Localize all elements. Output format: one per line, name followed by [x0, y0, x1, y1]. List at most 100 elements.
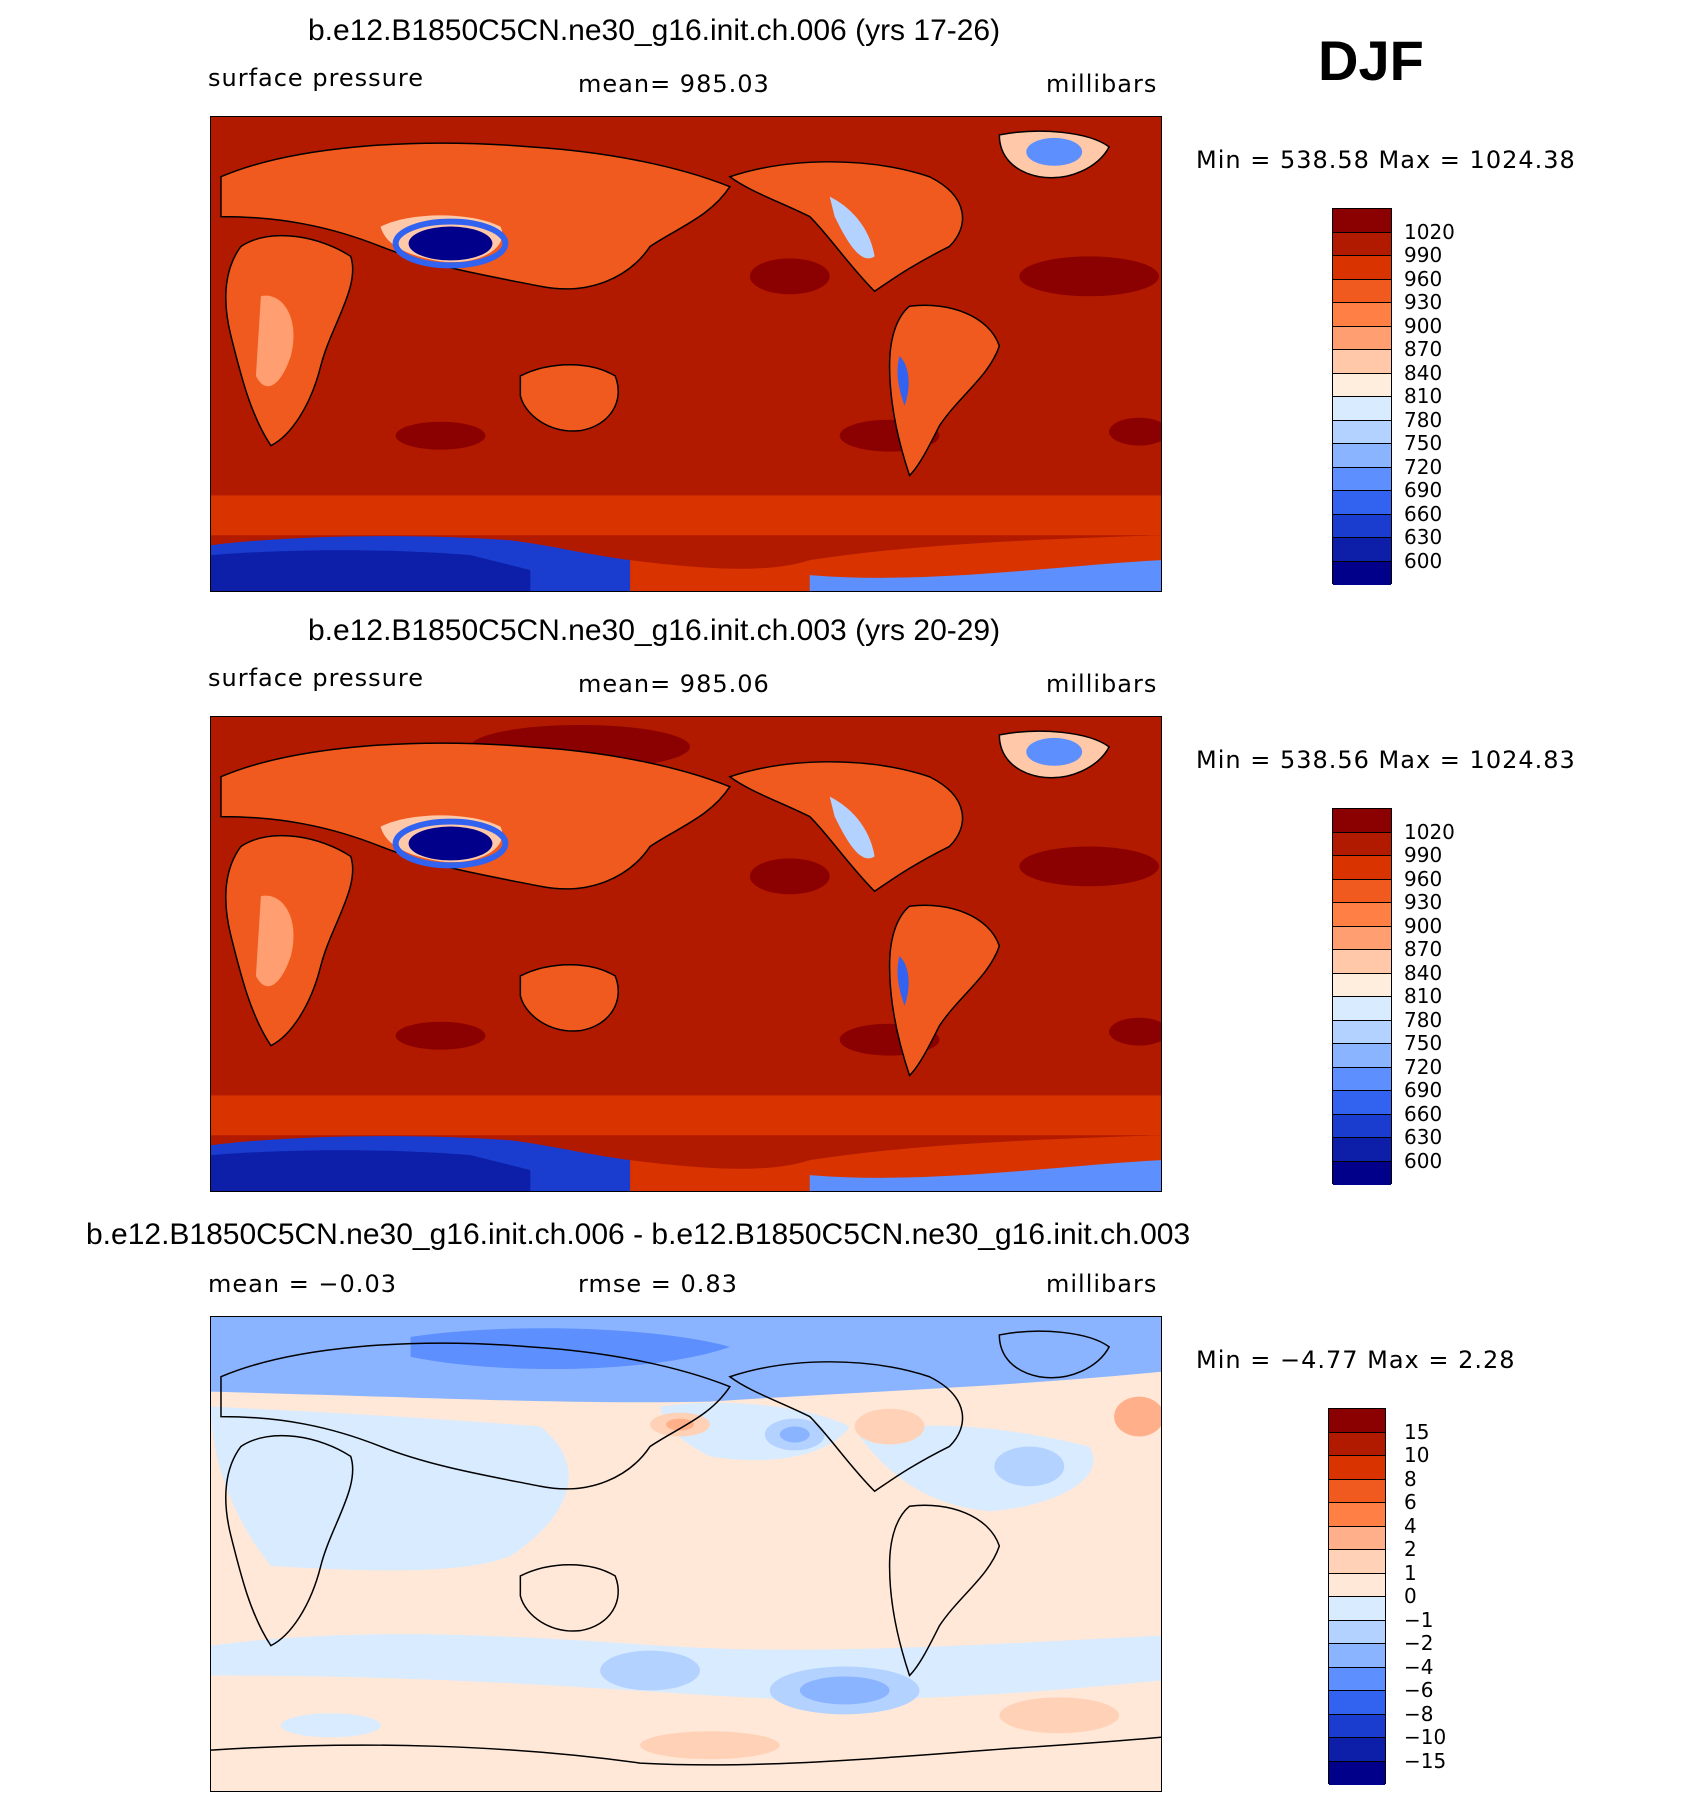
colorbar-swatch — [1333, 997, 1391, 1021]
colorbar-tick-label: 690 — [1404, 1078, 1443, 1102]
colorbar-tick-label: −2 — [1404, 1631, 1434, 1655]
colorbar-tick-label: 4 — [1404, 1513, 1417, 1538]
colorbar-tick-label: 600 — [1404, 1148, 1443, 1173]
colorbar-tick-label: 780 — [1404, 1007, 1443, 1032]
colorbar-swatch — [1333, 232, 1391, 256]
colorbar-swatch — [1333, 926, 1391, 950]
colorbar-swatch — [1329, 1432, 1385, 1456]
colorbar-swatch — [1333, 303, 1391, 327]
colorbar-tick-label: 930 — [1404, 290, 1443, 314]
colorbar-swatch — [1333, 350, 1391, 374]
colorbar-tick-label: 750 — [1404, 431, 1443, 455]
colorbar-swatch — [1329, 1409, 1385, 1433]
colorbar-tick-label: −8 — [1404, 1701, 1434, 1726]
colorbar-swatch — [1329, 1761, 1385, 1785]
colorbar-tick-label: 630 — [1404, 525, 1443, 549]
panel1-colorbar — [1332, 208, 1392, 585]
panel3-rmse-label: rmse = 0.83 — [578, 1270, 738, 1298]
colorbar-swatch — [1333, 420, 1391, 444]
colorbar-tick-label: −1 — [1404, 1607, 1434, 1632]
panel1-mean-label: mean= 985.03 — [578, 70, 770, 98]
colorbar-tick-label: 0 — [1404, 1584, 1417, 1608]
colorbar-tick-label: 780 — [1404, 407, 1443, 432]
colorbar-swatch — [1333, 397, 1391, 421]
panel1-minmax: Min = 538.58 Max = 1024.38 — [1196, 146, 1576, 174]
colorbar-tick-label: 690 — [1404, 478, 1443, 502]
panel2-minmax: Min = 538.56 Max = 1024.83 — [1196, 746, 1576, 774]
colorbar-tick-label: 960 — [1404, 266, 1443, 291]
colorbar-swatch — [1333, 1044, 1391, 1068]
colorbar-swatch — [1333, 950, 1391, 974]
colorbar-tick-label: 8 — [1404, 1466, 1417, 1491]
panel3-map — [210, 1316, 1162, 1792]
colorbar-tick-label: 1020 — [1404, 819, 1455, 844]
panel1-variable-label: surface pressure — [208, 64, 424, 92]
colorbar-tick-label: 660 — [1404, 1101, 1443, 1126]
colorbar-tick-label: −10 — [1404, 1725, 1447, 1749]
season-label: DJF — [1318, 29, 1424, 92]
panel3-minmax: Min = −4.77 Max = 2.28 — [1196, 1346, 1516, 1374]
colorbar-swatch — [1333, 1138, 1391, 1162]
colorbar-swatch — [1329, 1667, 1385, 1691]
panel1-title: b.e12.B1850C5CN.ne30_g16.init.ch.006 (yr… — [308, 14, 1001, 47]
colorbar-swatch — [1333, 856, 1391, 880]
colorbar-tick-label: 2 — [1404, 1537, 1417, 1561]
colorbar-tick-label: 1 — [1404, 1560, 1417, 1585]
colorbar-swatch — [1329, 1456, 1385, 1480]
colorbar-tick-label: 720 — [1404, 1054, 1443, 1079]
panel3-units-label: millibars — [1046, 1270, 1158, 1298]
colorbar-tick-label: −6 — [1404, 1678, 1434, 1702]
panel3-colorbar — [1328, 1408, 1386, 1785]
colorbar-swatch — [1329, 1691, 1385, 1715]
colorbar-tick-label: 990 — [1404, 243, 1443, 267]
colorbar-swatch — [1333, 1067, 1391, 1091]
colorbar-tick-label: 6 — [1404, 1490, 1417, 1514]
panel1-units-label: millibars — [1046, 70, 1158, 98]
colorbar-tick-label: 15 — [1404, 1419, 1430, 1444]
panel1-map — [210, 116, 1162, 592]
colorbar-tick-label: 720 — [1404, 454, 1443, 479]
colorbar-swatch — [1329, 1714, 1385, 1738]
colorbar-swatch — [1333, 1161, 1391, 1185]
colorbar-swatch — [1333, 1114, 1391, 1138]
panel2-map — [210, 716, 1162, 1192]
colorbar-tick-label: 810 — [1404, 984, 1443, 1008]
panel3-title: b.e12.B1850C5CN.ne30_g16.init.ch.006 - b… — [86, 1218, 1191, 1251]
colorbar-swatch — [1333, 973, 1391, 997]
colorbar-tick-label: 750 — [1404, 1031, 1443, 1055]
colorbar-tick-label: 630 — [1404, 1125, 1443, 1149]
colorbar-tick-label: 900 — [1404, 313, 1443, 338]
colorbar-swatch — [1333, 491, 1391, 515]
panel3-mean-label: mean = −0.03 — [208, 1270, 397, 1298]
colorbar-swatch — [1333, 514, 1391, 538]
colorbar-swatch — [1333, 279, 1391, 303]
colorbar-swatch — [1329, 1526, 1385, 1550]
colorbar-tick-label: −15 — [1404, 1748, 1447, 1773]
colorbar-tick-label: 1020 — [1404, 219, 1455, 244]
colorbar-swatch — [1333, 1020, 1391, 1044]
colorbar-swatch — [1333, 326, 1391, 350]
panel2-colorbar — [1332, 808, 1392, 1185]
panel2-title: b.e12.B1850C5CN.ne30_g16.init.ch.003 (yr… — [308, 614, 1001, 647]
colorbar-swatch — [1329, 1573, 1385, 1597]
colorbar-tick-label: 840 — [1404, 960, 1443, 985]
colorbar-swatch — [1333, 561, 1391, 585]
colorbar-swatch — [1333, 209, 1391, 233]
colorbar-swatch — [1333, 444, 1391, 468]
colorbar-swatch — [1329, 1479, 1385, 1503]
colorbar-swatch — [1333, 903, 1391, 927]
panel2-mean-label: mean= 985.06 — [578, 670, 770, 698]
colorbar-swatch — [1333, 879, 1391, 903]
colorbar-tick-label: 840 — [1404, 360, 1443, 385]
panel2-variable-label: surface pressure — [208, 664, 424, 692]
colorbar-tick-label: 810 — [1404, 384, 1443, 408]
colorbar-swatch — [1329, 1620, 1385, 1644]
colorbar-tick-label: 10 — [1404, 1443, 1430, 1467]
colorbar-swatch — [1333, 373, 1391, 397]
colorbar-tick-label: 660 — [1404, 501, 1443, 526]
colorbar-tick-label: 900 — [1404, 913, 1443, 938]
colorbar-tick-label: 870 — [1404, 937, 1443, 961]
colorbar-tick-label: −4 — [1404, 1654, 1434, 1679]
colorbar-tick-label: 600 — [1404, 548, 1443, 573]
panel2-units-label: millibars — [1046, 670, 1158, 698]
